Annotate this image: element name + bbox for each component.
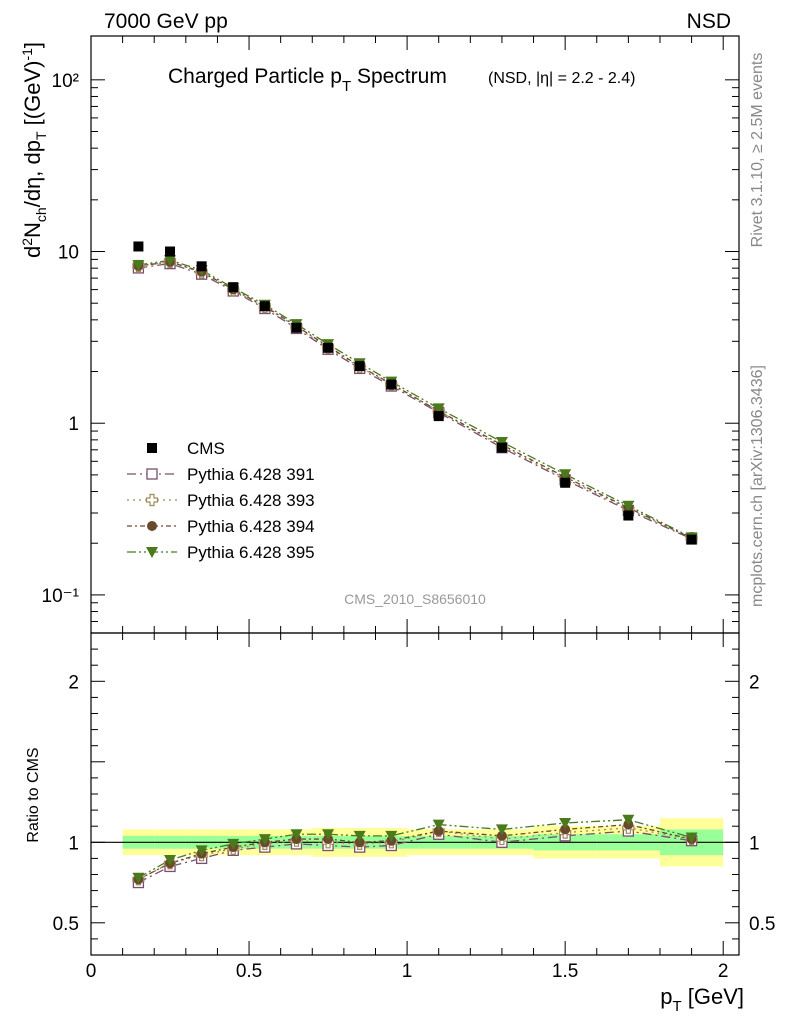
x-tick-label: 1 [402,961,413,982]
header-left: 7000 GeV pp [104,10,228,33]
x-axis-label: pT [GeV] [660,984,744,1015]
data-point [622,500,635,512]
ratio-point [433,826,444,837]
legend-marker [145,493,159,507]
data-point-cms [133,241,144,252]
ratio-line-3 [138,823,692,880]
x-tick-label: 1.5 [552,961,578,982]
data-point-cms [496,442,507,453]
ratio-point [227,838,240,850]
ratio-y-axis-label: Ratio to CMS [25,747,42,842]
ratio-point [132,872,145,884]
y-axis-label: d2Nch/dη, dpT [(GeV)-1] [19,42,49,258]
legend-marker [147,443,157,453]
ratio-point [258,834,271,846]
data-point-cms [686,534,697,545]
ratio-line-1 [138,830,692,884]
data-point-cms [354,361,365,372]
header-right: NSD [687,10,731,33]
legend-label: Pythia 6.428 394 [187,517,315,536]
ratio-point [164,855,177,867]
ratio-point [385,830,398,842]
y-tick-label: 1 [68,414,79,435]
series-markers [132,241,698,889]
ratio-tick-label: 2 [68,672,79,693]
legend-label: CMS [187,439,225,458]
legend-marker [146,547,158,558]
mcplots-label: mcplots.cern.ch [arXiv:1306.3436] [749,365,766,607]
axis-ticks: 0 0.5 1 1.5 2 10⁻¹ 1 10 10² 0.5 0.5 1 1 2 2 [42,36,775,982]
x-tick-label: 0 [86,961,97,982]
data-point [559,469,572,481]
ratio-tick-label-right: 1 [749,833,760,854]
ratio-point [622,814,635,826]
legend-label: Pythia 6.428 393 [187,491,315,510]
ratio-point [354,837,365,848]
analysis-watermark: CMS_2010_S8656010 [344,591,486,607]
legend-marker [147,521,157,531]
ratio-point [495,824,508,836]
data-point [164,255,177,267]
data-point-cms [433,411,444,422]
ratio-point [353,830,366,842]
data-point-cms [165,246,176,257]
data-point-cms [323,342,334,353]
ratio-point [322,829,335,841]
ratio-tick-label: 1 [68,833,79,854]
y-tick-label: 10⁻¹ [42,586,80,607]
ratio-point [685,832,698,844]
chart-title-note: (NSD, |η| = 2.2 - 2.4) [488,70,635,87]
series-lines [138,259,692,884]
series-line-3 [138,261,692,539]
legend-label: Pythia 6.428 395 [187,543,315,562]
data-point [132,260,145,272]
y-tick-label: 10 [58,243,79,264]
y-tick-label: 10² [52,71,79,92]
data-point-cms [386,379,397,390]
ratio-point [290,829,303,841]
data-point-cms [291,322,302,333]
legend-label: Pythia 6.428 391 [187,465,315,484]
data-point-cms [228,282,239,293]
x-tick-label: 2 [718,961,729,982]
data-point [495,436,508,448]
data-point-cms [196,261,207,272]
data-point-cms [560,477,571,488]
ratio-point [560,824,571,835]
legend-marker [146,468,158,480]
data-point [432,403,445,415]
x-tick-label: 0.5 [236,961,262,982]
ratio-tick-label-right: 0.5 [749,914,775,935]
ratio-point [559,817,572,829]
ratio-tick-label-right: 2 [749,672,760,693]
legend: CMS Pythia 6.428 391 Pythia 6.428 393 Pythi… [127,439,315,562]
ratio-point [195,845,208,857]
data-point-cms [623,510,634,521]
ratio-point [496,830,507,841]
ratio-frame [90,632,740,956]
ratio-tick-label: 0.5 [53,914,79,935]
ratio-line-4 [138,819,692,879]
data-point-cms [259,301,270,312]
ratio-point [432,819,445,831]
chart-title: Charged Particle pT Spectrum [168,65,447,95]
rivet-label: Rivet 3.1.10, ≥ 2.5M events [749,53,766,248]
